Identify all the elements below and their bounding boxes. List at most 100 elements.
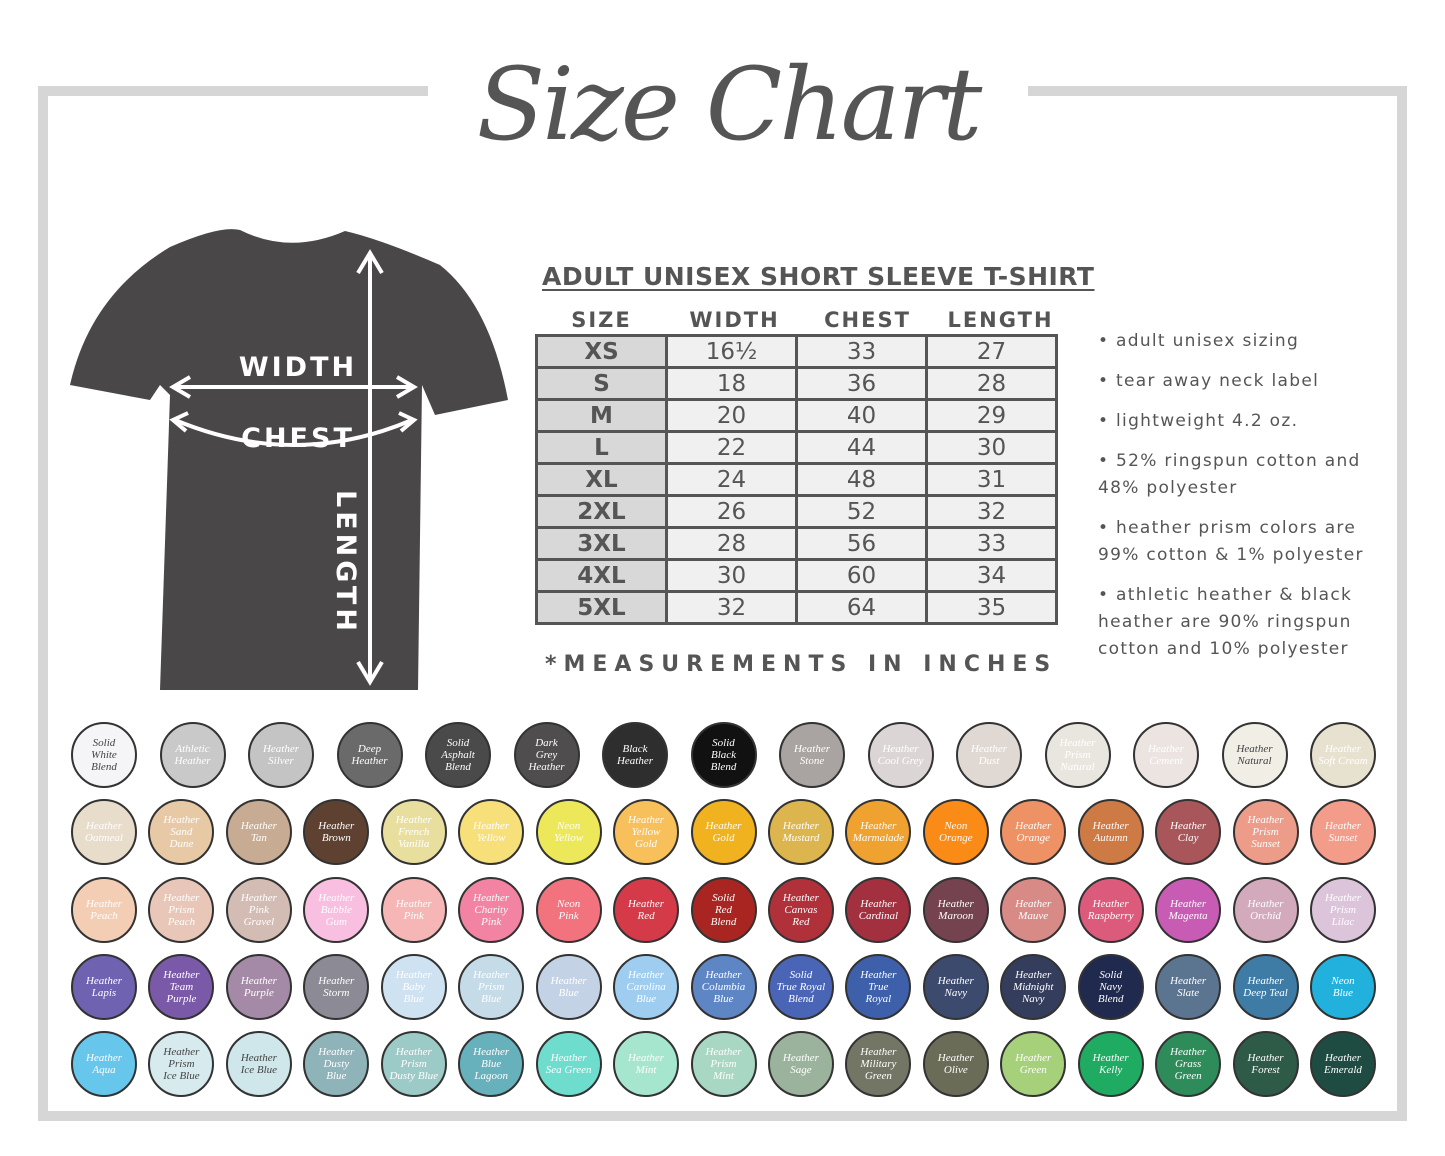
measurement-cell: 40 <box>795 398 928 433</box>
page-title: Size Chart <box>476 46 983 163</box>
color-swatch: Heather Autumn <box>1077 799 1144 865</box>
color-swatch: Heather Deep Teal <box>1232 954 1299 1020</box>
color-swatch: Heather Navy <box>922 954 989 1020</box>
color-swatch: Heather Orchid <box>1232 877 1299 943</box>
measurement-cell: 60 <box>795 558 928 593</box>
color-swatch: Black Heather <box>602 722 668 788</box>
table-title: ADULT UNISEX SHORT SLEEVE T-SHIRT <box>542 262 1095 291</box>
measurement-cell: 34 <box>925 558 1058 593</box>
table-row: L 22 44 30 <box>535 430 1058 465</box>
color-swatch: Heather Sea Green <box>535 1031 602 1097</box>
color-swatch: Heather Prism Dusty Blue <box>380 1031 447 1097</box>
note-item: • 52% ringspun cotton and 48% polyester <box>1098 451 1361 498</box>
measurement-arrows <box>169 249 418 686</box>
table-row: XL 24 48 31 <box>535 462 1058 497</box>
measurement-cell: 29 <box>925 398 1058 433</box>
length-label: LENGTH <box>330 490 361 635</box>
size-cell: 3XL <box>535 526 668 561</box>
color-swatch: Heather Cement <box>1133 722 1199 788</box>
column-header-chest: CHEST <box>824 308 911 332</box>
measurement-cell: 44 <box>795 430 928 465</box>
color-swatch: Neon Pink <box>535 877 602 943</box>
color-swatch: Heather Carolina Blue <box>613 954 680 1020</box>
color-swatch: Heather Kelly <box>1077 1031 1144 1097</box>
table-row: 2XL 26 52 32 <box>535 494 1058 529</box>
table-row: XS 16½ 33 27 <box>535 334 1058 369</box>
size-cell: M <box>535 398 668 433</box>
measurement-cell: 22 <box>665 430 798 465</box>
color-swatch: Heather Mauve <box>1000 877 1067 943</box>
measurement-cell: 64 <box>795 590 928 625</box>
column-header-width: WIDTH <box>689 308 780 332</box>
chest-label: CHEST <box>241 423 355 454</box>
measurement-cell: 56 <box>795 526 928 561</box>
width-label: WIDTH <box>239 352 357 383</box>
note-item: • tear away neck label <box>1098 371 1320 391</box>
color-swatch: Heather Baby Blue <box>380 954 447 1020</box>
color-swatch: Athletic Heather <box>159 722 226 788</box>
measurement-cell: 30 <box>925 430 1058 465</box>
color-swatch: Solid Navy Blend <box>1077 954 1144 1020</box>
measurement-cell: 30 <box>665 558 798 593</box>
measurement-cell: 32 <box>665 590 798 625</box>
color-swatch: Heather Team Purple <box>148 954 215 1020</box>
color-swatch: Heather Ice Blue <box>225 1031 292 1097</box>
color-swatch: Heather Charity Pink <box>458 877 525 943</box>
color-swatch: Heather Sand Dune <box>148 799 215 865</box>
color-swatch: Heather Prism Sunset <box>1232 799 1299 865</box>
color-swatch: Heather French Vanilla <box>380 799 447 865</box>
color-swatch: Heather Prism Natural <box>1044 722 1111 788</box>
color-swatch: Heather Military Green <box>845 1031 912 1097</box>
color-swatch: Heather Emerald <box>1310 1031 1376 1097</box>
color-swatch: Heather Prism Ice Blue <box>148 1031 215 1097</box>
color-swatch: Heather Natural <box>1221 722 1288 788</box>
size-cell: XL <box>535 462 668 497</box>
tshirt-body <box>70 229 508 690</box>
color-swatch: Heather Storm <box>303 954 370 1020</box>
color-swatch: Heather Prism Peach <box>148 877 215 943</box>
color-swatch: Heather Mint <box>613 1031 680 1097</box>
color-swatch: Heather Olive <box>922 1031 989 1097</box>
color-swatch: Neon Blue <box>1310 954 1376 1020</box>
measurement-cell: 31 <box>925 462 1058 497</box>
color-swatch: Heather Grass Green <box>1155 1031 1222 1097</box>
color-swatch: Heather Pink Gravel <box>225 877 292 943</box>
measurement-cell: 18 <box>665 366 798 401</box>
measurement-cell: 35 <box>925 590 1058 625</box>
color-swatch: Heather Prism Blue <box>458 954 525 1020</box>
color-swatch: Heather Prism Mint <box>690 1031 757 1097</box>
color-swatch: Heather Tan <box>225 799 292 865</box>
color-swatch: Heather Bubble Gum <box>303 877 370 943</box>
color-swatch: Heather Oatmeal <box>71 799 137 865</box>
color-swatch: Heather Orange <box>1000 799 1067 865</box>
color-swatch: Solid Red Blend <box>690 877 757 943</box>
color-swatch: Heather Peach <box>71 877 137 943</box>
measurement-footnote: *MEASUREMENTS IN INCHES <box>545 652 1058 677</box>
tshirt-illustration: WIDTH CHEST LENGTH <box>70 229 508 690</box>
color-swatch: Solid True Royal Blend <box>767 954 834 1020</box>
product-notes: • adult unisex sizing • tear away neck l… <box>1098 328 1398 676</box>
color-swatch: Heather Purple <box>225 954 292 1020</box>
color-swatch: Heather Yellow <box>458 799 525 865</box>
color-swatch: Heather Clay <box>1155 799 1222 865</box>
measurement-cell: 33 <box>795 334 928 369</box>
color-swatch: Heather Forest <box>1232 1031 1299 1097</box>
color-swatch: Heather Soft Cream <box>1310 722 1376 788</box>
color-swatch: Heather Pink <box>380 877 447 943</box>
color-swatch: Heather Marmalade <box>845 799 912 865</box>
color-swatch: Neon Yellow <box>535 799 602 865</box>
color-swatch: Heather Sage <box>767 1031 834 1097</box>
color-swatch: Neon Orange <box>922 799 989 865</box>
note-item: • lightweight 4.2 oz. <box>1098 411 1299 431</box>
note-item: • heather prism colors are 99% cotton & … <box>1098 518 1364 565</box>
color-swatch: Heather Canvas Red <box>767 877 834 943</box>
color-swatch: Heather Silver <box>248 722 314 788</box>
color-swatch: Heather Brown <box>303 799 370 865</box>
measurement-cell: 32 <box>925 494 1058 529</box>
column-header-length: LENGTH <box>947 308 1054 332</box>
measurement-cell: 24 <box>665 462 798 497</box>
table-row: 5XL 32 64 35 <box>535 590 1058 625</box>
size-cell: 2XL <box>535 494 668 529</box>
measurement-cell: 16½ <box>665 334 798 369</box>
color-swatch: Heather Gold <box>690 799 757 865</box>
